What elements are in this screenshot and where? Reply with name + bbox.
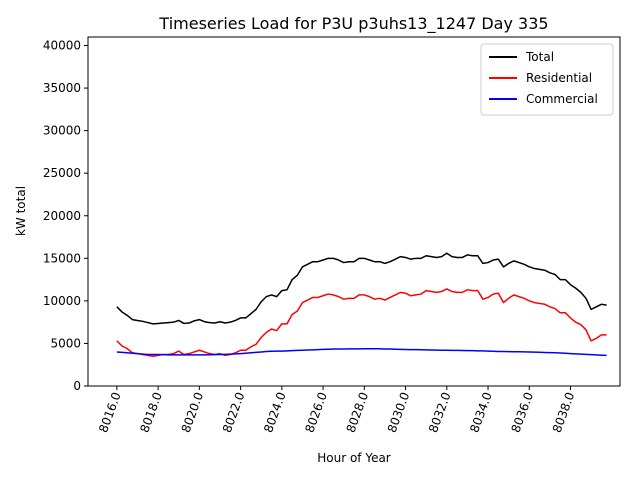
axes-frame xyxy=(87,36,621,387)
legend-label-commercial: Commercial xyxy=(526,92,598,106)
series-line-commercial xyxy=(116,348,607,357)
y-tick-label: 15000 xyxy=(43,251,81,265)
y-tick-label: 20000 xyxy=(43,209,81,223)
series-line-residential xyxy=(116,288,607,357)
y-tick-label: 40000 xyxy=(43,39,81,53)
y-tick-label: 25000 xyxy=(43,166,81,180)
y-axis-label: kW total xyxy=(14,186,28,236)
x-axis-label: Hour of Year xyxy=(317,451,391,465)
y-tick-label: 5000 xyxy=(50,336,81,350)
series-line-total xyxy=(116,252,607,325)
y-tick-label: 10000 xyxy=(43,294,81,308)
chart-title: Timeseries Load for P3U p3uhs13_1247 Day… xyxy=(158,14,548,34)
y-tick-label: 0 xyxy=(73,379,81,393)
y-tick-label: 30000 xyxy=(43,124,81,138)
y-tick-label: 35000 xyxy=(43,81,81,95)
legend-box xyxy=(480,43,614,116)
legend-label-residential: Residential xyxy=(526,71,592,85)
legend-label-total: Total xyxy=(525,50,554,64)
